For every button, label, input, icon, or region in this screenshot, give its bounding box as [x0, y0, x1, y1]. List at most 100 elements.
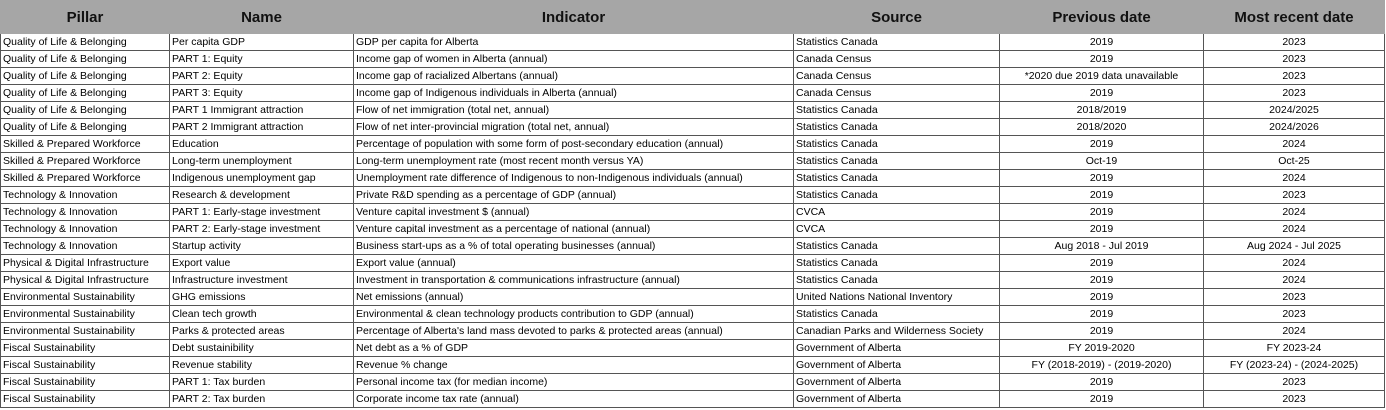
- table-cell: PART 1: Early-stage investment: [169, 203, 354, 221]
- table-cell: Corporate income tax rate (annual): [353, 390, 794, 408]
- table-row: Quality of Life & Belonging Per capita GD…: [0, 33, 1385, 51]
- table-cell: Export value (annual): [353, 254, 794, 272]
- table-cell: 2023: [1203, 373, 1385, 391]
- table-cell: Long-term unemployment: [169, 152, 354, 170]
- table-row: Physical & Digital Infrastructure Infrast…: [0, 271, 1385, 289]
- table-cell: 2023: [1203, 67, 1385, 85]
- table-row: Quality of Life & Belonging PART 2: Equit…: [0, 67, 1385, 85]
- table-cell: Technology & Innovation: [0, 203, 170, 221]
- table-cell: Statistics Canada: [793, 305, 1000, 323]
- table-cell: Physical & Digital Infrastructure: [0, 271, 170, 289]
- table-cell: Canada Census: [793, 67, 1000, 85]
- table-row: Environmental Sustainability Parks & prot…: [0, 322, 1385, 340]
- table-cell: Flow of net immigration (total net, annu…: [353, 101, 794, 119]
- table-row: Fiscal Sustainability Revenue stability Re…: [0, 356, 1385, 374]
- table-cell: Skilled & Prepared Workforce: [0, 169, 170, 187]
- table-cell: 2024: [1203, 322, 1385, 340]
- table-row: Technology & Innovation Research & develo…: [0, 186, 1385, 204]
- table-cell: Oct-19: [999, 152, 1204, 170]
- table-cell: Investment in transportation & communica…: [353, 271, 794, 289]
- table-cell: Income gap of racialized Albertans (annu…: [353, 67, 794, 85]
- table-row: Environmental Sustainability Clean tech g…: [0, 305, 1385, 323]
- table-row: Fiscal Sustainability PART 2: Tax burden C…: [0, 390, 1385, 408]
- table-cell: Statistics Canada: [793, 271, 1000, 289]
- table-cell: Oct-25: [1203, 152, 1385, 170]
- table-cell: Canadian Parks and Wilderness Society: [793, 322, 1000, 340]
- table-cell: Income gap of Indigenous individuals in …: [353, 84, 794, 102]
- table-cell: Quality of Life & Belonging: [0, 67, 170, 85]
- table-cell: Environmental Sustainability: [0, 305, 170, 323]
- table-cell: Skilled & Prepared Workforce: [0, 152, 170, 170]
- table-row: Technology & Innovation PART 1: Early-sta…: [0, 203, 1385, 221]
- table-cell: 2019: [999, 373, 1204, 391]
- table-cell: 2023: [1203, 288, 1385, 306]
- table-row: Fiscal Sustainability Debt sustainibility…: [0, 339, 1385, 357]
- table-cell: Technology & Innovation: [0, 237, 170, 255]
- table-cell: Government of Alberta: [793, 356, 1000, 374]
- table-cell: Quality of Life & Belonging: [0, 118, 170, 136]
- table-cell: 2019: [999, 135, 1204, 153]
- table-cell: Technology & Innovation: [0, 220, 170, 238]
- table-cell: PART 2: Tax burden: [169, 390, 354, 408]
- table-cell: Debt sustainibility: [169, 339, 354, 357]
- table-row: Skilled & Prepared Workforce Education Per…: [0, 135, 1385, 153]
- table-cell: PART 1 Immigrant attraction: [169, 101, 354, 119]
- table-cell: 2019: [999, 33, 1204, 51]
- table-cell: Statistics Canada: [793, 186, 1000, 204]
- table-cell: 2019: [999, 220, 1204, 238]
- table-cell: Physical & Digital Infrastructure: [0, 254, 170, 272]
- table-cell: Aug 2018 - Jul 2019: [999, 237, 1204, 255]
- table-cell: Private R&D spending as a percentage of …: [353, 186, 794, 204]
- table-cell: 2023: [1203, 390, 1385, 408]
- header-cell: Most recent date: [1203, 0, 1385, 34]
- table-cell: Business start-ups as a % of total opera…: [353, 237, 794, 255]
- table-cell: Fiscal Sustainability: [0, 373, 170, 391]
- table-cell: CVCA: [793, 203, 1000, 221]
- table-cell: 2018/2020: [999, 118, 1204, 136]
- table-cell: CVCA: [793, 220, 1000, 238]
- table-cell: Quality of Life & Belonging: [0, 33, 170, 51]
- table-cell: Net debt as a % of GDP: [353, 339, 794, 357]
- table-cell: Quality of Life & Belonging: [0, 50, 170, 68]
- table-cell: Research & development: [169, 186, 354, 204]
- table-cell: GDP per capita for Alberta: [353, 33, 794, 51]
- table-row: Environmental Sustainability GHG emission…: [0, 288, 1385, 306]
- table-cell: 2024: [1203, 220, 1385, 238]
- table-cell: Statistics Canada: [793, 135, 1000, 153]
- table-cell: Percentage of Alberta's land mass devote…: [353, 322, 794, 340]
- table-cell: Venture capital investment as a percenta…: [353, 220, 794, 238]
- table-cell: Flow of net inter-provincial migration (…: [353, 118, 794, 136]
- table-cell: 2024: [1203, 203, 1385, 221]
- table-cell: United Nations National Inventory: [793, 288, 1000, 306]
- table-cell: Indigenous unemployment gap: [169, 169, 354, 187]
- table-cell: Environmental Sustainability: [0, 288, 170, 306]
- header-cell: Name: [169, 0, 354, 34]
- table-cell: Clean tech growth: [169, 305, 354, 323]
- table-cell: 2024/2026: [1203, 118, 1385, 136]
- table-cell: FY 2019-2020: [999, 339, 1204, 357]
- table-cell: Aug 2024 - Jul 2025: [1203, 237, 1385, 255]
- table-cell: 2019: [999, 254, 1204, 272]
- table-cell: PART 2: Early-stage investment: [169, 220, 354, 238]
- table-cell: FY (2018-2019) - (2019-2020): [999, 356, 1204, 374]
- table-cell: Government of Alberta: [793, 373, 1000, 391]
- table-cell: Statistics Canada: [793, 118, 1000, 136]
- table-cell: 2023: [1203, 186, 1385, 204]
- table-cell: PART 1: Tax burden: [169, 373, 354, 391]
- table-cell: 2024: [1203, 169, 1385, 187]
- table-row: Physical & Digital Infrastructure Export …: [0, 254, 1385, 272]
- table-row: Technology & Innovation Startup activity B…: [0, 237, 1385, 255]
- table-cell: 2018/2019: [999, 101, 1204, 119]
- table-cell: 2019: [999, 169, 1204, 187]
- table-cell: Environmental Sustainability: [0, 322, 170, 340]
- table-cell: Technology & Innovation: [0, 186, 170, 204]
- table-cell: 2023: [1203, 305, 1385, 323]
- table-cell: 2024: [1203, 135, 1385, 153]
- table-cell: Startup activity: [169, 237, 354, 255]
- table-cell: Environmental & clean technology product…: [353, 305, 794, 323]
- table-cell: 2019: [999, 186, 1204, 204]
- table-cell: Percentage of population with some form …: [353, 135, 794, 153]
- table-cell: Parks & protected areas: [169, 322, 354, 340]
- table-cell: Fiscal Sustainability: [0, 339, 170, 357]
